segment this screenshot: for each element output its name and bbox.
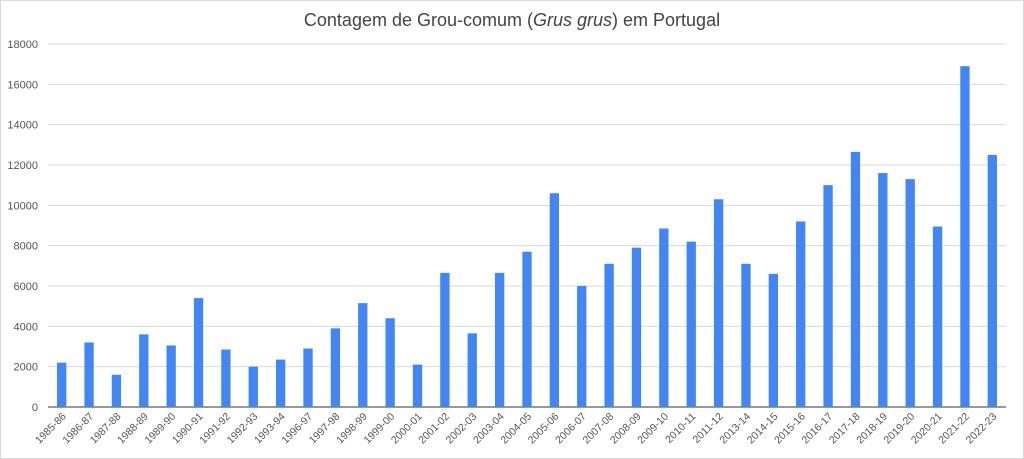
bar — [932, 226, 943, 407]
bar — [878, 173, 888, 407]
bar — [987, 154, 997, 407]
bar — [221, 349, 231, 407]
y-tick-label: 2000 — [14, 362, 38, 374]
bar — [57, 362, 67, 407]
bar — [686, 241, 696, 407]
bar — [577, 286, 587, 407]
bar — [412, 364, 423, 407]
y-tick-label: 8000 — [14, 241, 38, 253]
bar — [522, 251, 532, 407]
x-tick-label: 2022-23 — [964, 411, 1000, 447]
y-tick-label: 16000 — [7, 79, 38, 91]
bar — [768, 273, 778, 407]
bar — [631, 247, 642, 407]
bar — [494, 272, 505, 407]
bar — [84, 342, 94, 407]
bar — [139, 334, 149, 407]
bar — [905, 179, 915, 407]
bar — [823, 185, 833, 407]
bar — [248, 366, 258, 407]
y-tick-label: 4000 — [14, 321, 38, 333]
bar — [111, 374, 122, 407]
y-tick-label: 18000 — [7, 39, 38, 51]
bar — [440, 272, 450, 407]
bar — [276, 359, 286, 407]
bar — [358, 303, 368, 407]
y-tick-label: 0 — [32, 402, 38, 414]
y-tick-label: 12000 — [7, 160, 38, 172]
bar — [960, 66, 970, 407]
bar — [330, 328, 341, 407]
y-tick-label: 10000 — [7, 200, 38, 212]
bar — [713, 199, 724, 407]
bar — [549, 193, 560, 407]
bar — [166, 345, 176, 407]
bar — [604, 263, 614, 407]
bar — [659, 228, 669, 407]
bar — [741, 263, 751, 407]
bar — [796, 221, 806, 407]
y-tick-label: 6000 — [14, 281, 38, 293]
bar — [193, 298, 204, 407]
chart-title: Contagem de Grou-comum (Grus grus) em Po… — [303, 10, 721, 30]
y-tick-label: 14000 — [7, 120, 38, 132]
bar — [467, 333, 477, 407]
bar — [850, 151, 861, 407]
bar — [303, 348, 313, 407]
bar — [385, 318, 395, 407]
